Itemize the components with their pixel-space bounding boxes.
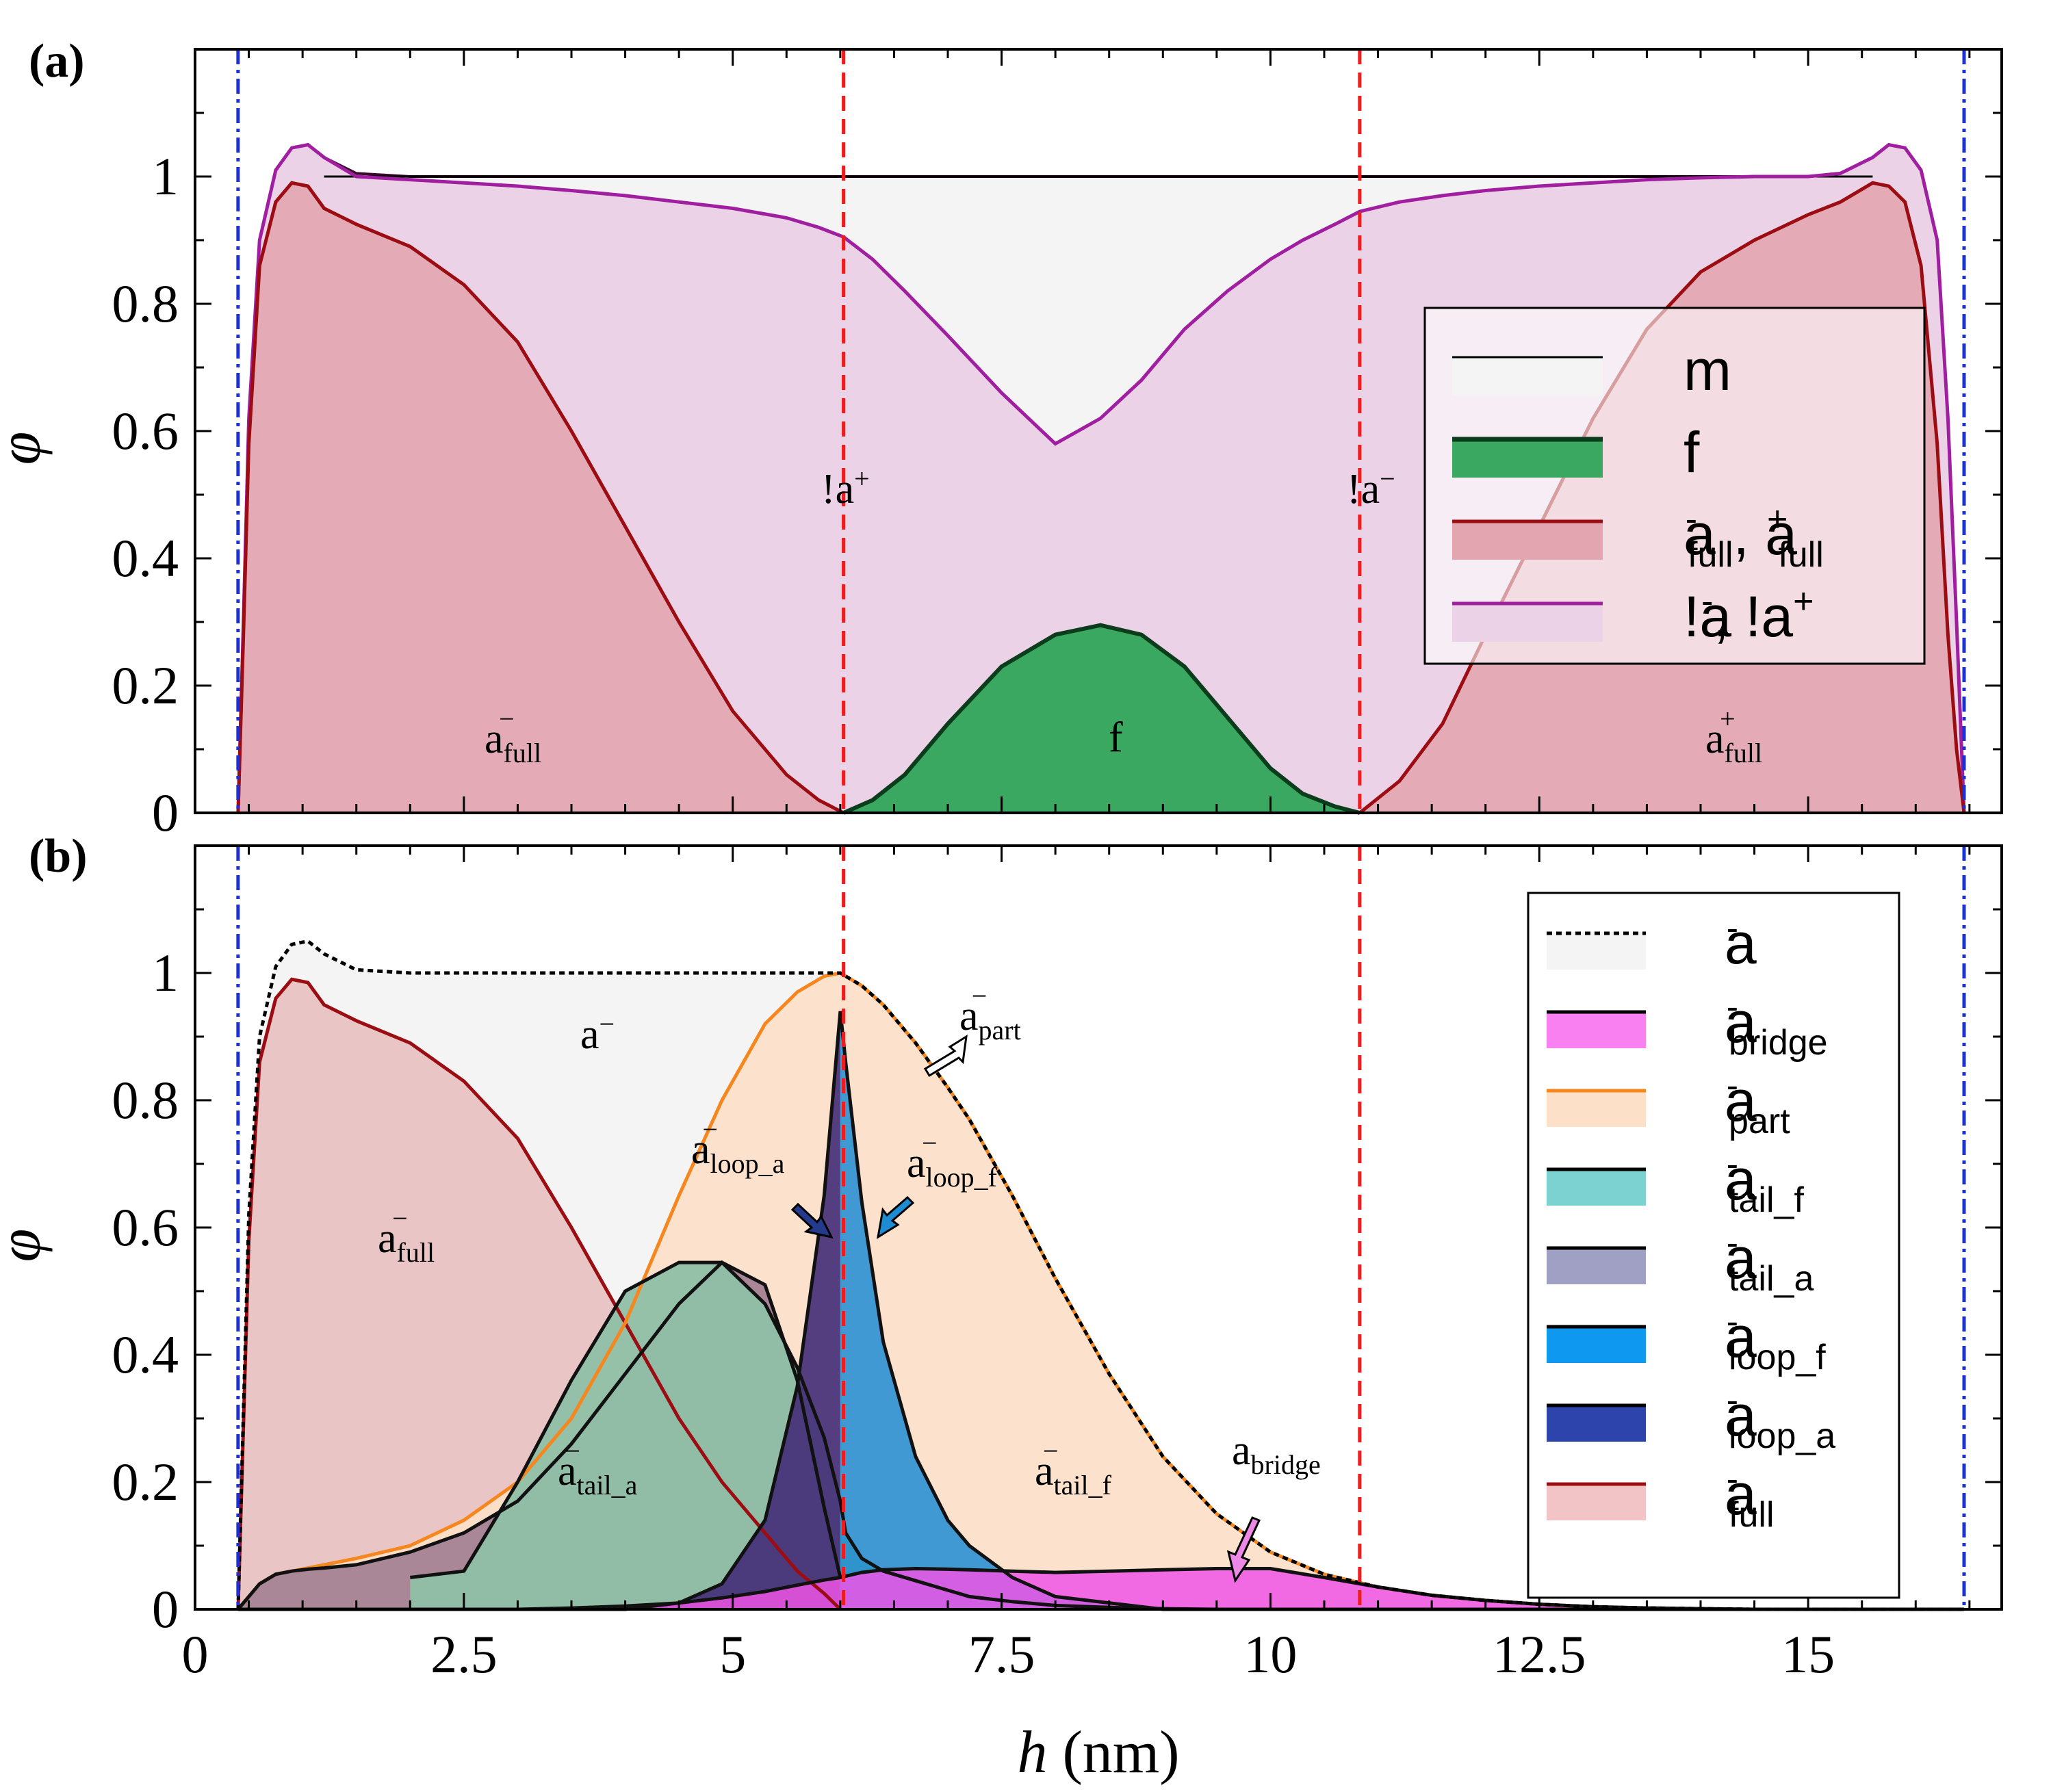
line-a-tail-a — [236, 1260, 842, 1611]
legend-a-label: f — [1684, 420, 1700, 484]
legend-a: mf a-full, a+ full !a-, !a+ — [1423, 307, 1926, 665]
legend-b-label: a-full — [1725, 1459, 1775, 1535]
legend-a-swatch — [1452, 520, 1603, 560]
arrow-bridge-icon — [1226, 1516, 1261, 1583]
annot-b-part: apart− — [959, 981, 1021, 1046]
line-a-minus — [236, 939, 1964, 1611]
arrow-loop-f-icon — [876, 1195, 915, 1240]
y-tick-label: 0.6 — [112, 1197, 179, 1257]
annot-b-loop-f: aloop_f− — [907, 1128, 998, 1193]
legend-b-swatch — [1547, 932, 1646, 970]
legend-b-swatch — [1547, 1404, 1646, 1442]
legend-b-label: a-tail_a — [1725, 1223, 1814, 1299]
area-a-full-left — [237, 183, 844, 813]
panel-a-ylabel: φ — [0, 432, 53, 465]
line-a-full — [236, 977, 842, 1611]
y-tick-label: 0.6 — [112, 401, 179, 460]
legend-a-label: a-full, a+ full — [1684, 499, 1824, 575]
annot-b-bridge: abridge — [1232, 1427, 1321, 1480]
y-tick-label: 0.4 — [112, 528, 179, 588]
line-nota — [236, 142, 1966, 814]
legend-b-label: a-loop_a — [1725, 1381, 1835, 1456]
panel-b-ticks: 0 2.5 5 7.5 10 12.5 15 0 0.2 0.4 0.6 0.8 1 — [112, 846, 2002, 1684]
legend-b-swatch — [1547, 1247, 1646, 1284]
x-tick-label: 10 — [1243, 1624, 1297, 1684]
line-a-full-left — [236, 181, 844, 815]
legend-b-label: a-tail_f — [1725, 1145, 1804, 1220]
panel-b-label: (b) — [29, 830, 88, 883]
legend-a-swatch — [1452, 438, 1603, 478]
y-tick-label: 0.8 — [112, 1070, 179, 1130]
y-tick-label: 0.4 — [112, 1325, 179, 1384]
y-tick-label: 0.2 — [112, 655, 179, 715]
panel-a-lines — [236, 142, 1966, 815]
legend-b-label: a-part — [1725, 1066, 1790, 1141]
legend-b-swatch — [1547, 1483, 1646, 1520]
x-tick-label: 7.5 — [968, 1624, 1035, 1684]
legend-b-label: a-bridge — [1725, 987, 1828, 1063]
annot-b-tail-a: atail_a− — [558, 1436, 638, 1501]
annot-a-f: f — [1109, 714, 1123, 761]
x-tick-label: 12.5 — [1493, 1624, 1586, 1684]
annot-a-afull-left: afull− — [485, 703, 541, 768]
panel-a-ticks: 0 0.2 0.4 0.6 0.8 1 — [112, 49, 2002, 842]
panel-b-ylabel: φ — [0, 1229, 53, 1262]
annot-a-afull-right: afull+ — [1705, 703, 1762, 768]
panel-a-label: (a) — [29, 35, 85, 88]
annot-b-full: afull− — [378, 1203, 435, 1268]
panel-b: 0 2.5 5 7.5 10 12.5 15 0 0.2 0.4 0.6 0.8 1 (b) a− af… — [29, 830, 2003, 1684]
annot-b-am: a− — [580, 1009, 615, 1058]
annot-b-loop-a: aloop_a− — [691, 1114, 785, 1179]
legend-b-swatch — [1547, 1089, 1646, 1127]
panel-a: 0 0.2 0.4 0.6 0.8 1 (a) afull− f afull+ !a+ !… — [29, 35, 2003, 842]
y-tick-label: 0.8 — [112, 274, 179, 333]
x-tick-label: 0 — [182, 1624, 209, 1684]
x-tick-label: 2.5 — [430, 1624, 498, 1684]
legend-b-swatch — [1547, 1011, 1646, 1048]
legend-b-label: a-loop_f — [1725, 1302, 1826, 1377]
annot-b-tail-f: atail_f− — [1035, 1436, 1112, 1501]
y-tick-label: 1 — [152, 146, 179, 206]
legend-b-label: a- — [1725, 909, 1757, 976]
y-tick-label: 0.2 — [112, 1452, 179, 1511]
line-f — [842, 623, 1360, 815]
panel-a-vlines — [236, 49, 1966, 813]
panel-b-vlines — [236, 846, 1966, 1609]
legend-a-label: m — [1684, 338, 1731, 402]
x-tick-label: 5 — [719, 1624, 746, 1684]
legend-a-label: !a-, !a+ — [1684, 582, 1814, 649]
legend-a-swatch — [1452, 602, 1603, 642]
x-tick-label: 15 — [1781, 1624, 1835, 1684]
arrow-part-icon — [923, 1035, 968, 1078]
legend-a-swatch — [1452, 356, 1603, 395]
area-f — [237, 625, 1965, 813]
y-tick-label: 0 — [152, 1579, 179, 1639]
legend-b-swatch — [1547, 1168, 1646, 1206]
arrow-loop-a-icon — [790, 1202, 834, 1239]
annot-b-arrows — [790, 1035, 1261, 1583]
y-tick-label: 0 — [152, 783, 179, 842]
annot-a-nota-plus: !a+ — [821, 463, 870, 512]
annot-a-nota-minus: !a− — [1347, 463, 1395, 512]
legend-b: a-a-bridgea-parta-tail_fa-tail_aa-loop_f… — [1527, 892, 1900, 1599]
area-a-loop-f — [840, 1011, 1964, 1609]
x-axis-title: h (nm) — [1017, 1719, 1179, 1786]
area-a-bridge — [237, 1568, 1965, 1609]
y-tick-label: 1 — [152, 943, 179, 1002]
legend-b-swatch — [1547, 1325, 1646, 1363]
